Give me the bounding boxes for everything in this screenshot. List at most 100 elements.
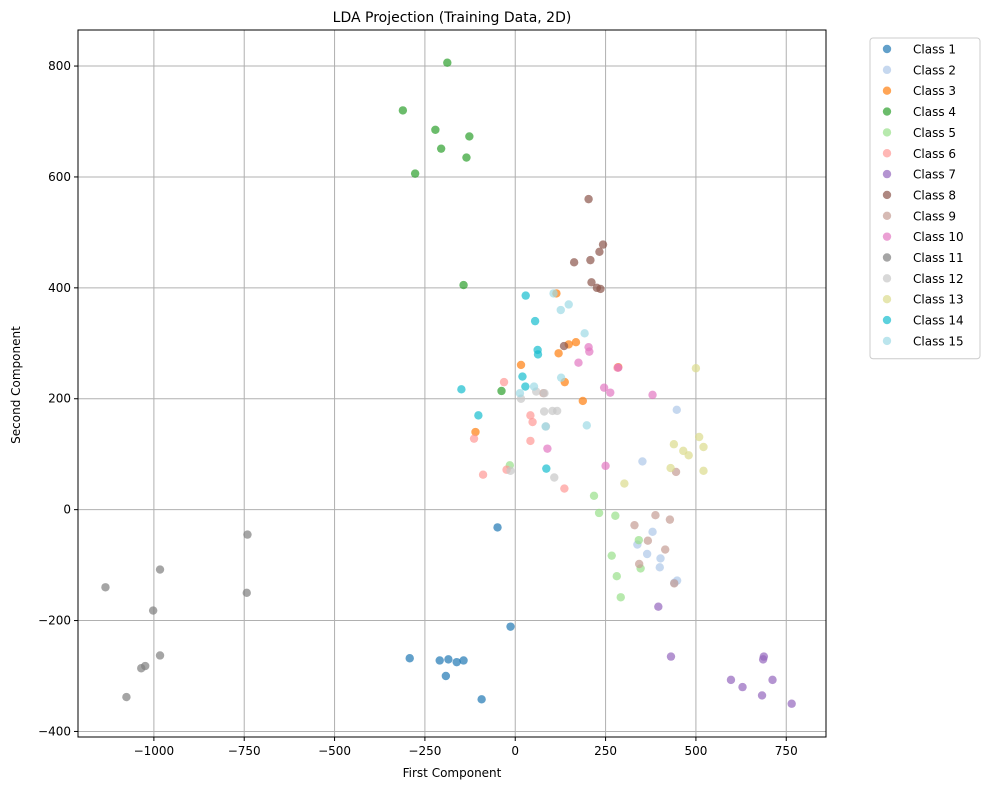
data-point bbox=[638, 457, 647, 466]
data-point bbox=[648, 390, 657, 400]
data-point bbox=[672, 405, 681, 415]
data-point bbox=[601, 461, 610, 471]
data-point bbox=[550, 473, 559, 482]
data-point bbox=[768, 675, 777, 685]
legend-marker bbox=[882, 336, 892, 346]
x-axis-ticks: −1000 −750 −500 −250 0 250 500 750 bbox=[134, 737, 798, 758]
data-point bbox=[540, 389, 549, 398]
y-tick-label: 800 bbox=[48, 59, 71, 73]
chart-legend: Class 1 Class 2 Class 3 Class 4 Class 5 Class… bbox=[869, 37, 981, 360]
data-point bbox=[155, 651, 165, 660]
legend-marker bbox=[882, 65, 892, 75]
data-point bbox=[564, 300, 573, 309]
legend-item: Class 6 bbox=[882, 147, 956, 161]
data-point bbox=[587, 278, 596, 287]
data-point bbox=[471, 427, 480, 437]
data-point bbox=[571, 337, 581, 347]
legend-marker bbox=[882, 169, 892, 179]
data-point bbox=[670, 579, 679, 588]
x-axis-label: First Component bbox=[403, 766, 502, 780]
data-point bbox=[516, 360, 526, 370]
series-8 bbox=[559, 194, 608, 351]
legend-marker bbox=[882, 190, 892, 200]
legend-label: Class 13 bbox=[913, 293, 964, 307]
data-point bbox=[642, 549, 652, 559]
data-point bbox=[543, 444, 552, 453]
series-7 bbox=[654, 602, 796, 708]
data-point bbox=[614, 363, 623, 372]
data-point bbox=[699, 466, 708, 476]
grid-lines bbox=[78, 30, 826, 737]
data-point bbox=[634, 535, 644, 545]
legend-marker bbox=[882, 295, 892, 304]
legend-item: Class 4 bbox=[882, 105, 956, 119]
data-point bbox=[620, 479, 629, 488]
legend-box bbox=[869, 37, 981, 360]
legend-label: Class 4 bbox=[913, 105, 956, 119]
data-point bbox=[599, 383, 609, 392]
legend-item: Class 15 bbox=[882, 334, 964, 348]
data-point bbox=[612, 571, 621, 581]
y-tick-label: 200 bbox=[48, 392, 71, 406]
data-point bbox=[738, 682, 747, 692]
legend-marker bbox=[882, 253, 892, 262]
data-point bbox=[435, 656, 444, 665]
data-point bbox=[596, 284, 605, 294]
data-point bbox=[493, 523, 502, 532]
legend-marker bbox=[882, 107, 892, 116]
data-point bbox=[242, 588, 251, 598]
data-point bbox=[655, 563, 664, 572]
data-point bbox=[148, 606, 158, 615]
data-point bbox=[582, 421, 591, 430]
data-point bbox=[462, 153, 471, 162]
legend-label: Class 2 bbox=[913, 63, 956, 77]
data-point bbox=[580, 329, 589, 338]
data-point bbox=[122, 692, 131, 702]
series-1 bbox=[405, 523, 515, 704]
y-tick-label: 600 bbox=[48, 170, 71, 184]
legend-marker bbox=[882, 315, 892, 325]
data-point bbox=[585, 347, 594, 356]
legend-label: Class 14 bbox=[913, 314, 964, 328]
data-point bbox=[474, 411, 483, 420]
data-point bbox=[560, 484, 569, 493]
legend-item: Class 9 bbox=[882, 209, 956, 223]
x-tick-label: 250 bbox=[594, 744, 617, 758]
data-point bbox=[398, 106, 408, 115]
series-11 bbox=[101, 530, 252, 702]
data-point bbox=[684, 451, 693, 460]
data-point bbox=[405, 654, 414, 663]
legend-marker bbox=[882, 128, 892, 137]
data-point bbox=[431, 125, 440, 135]
legend-item: Class 2 bbox=[882, 63, 956, 77]
data-point bbox=[595, 247, 604, 257]
data-point bbox=[478, 470, 488, 479]
data-point bbox=[607, 551, 616, 560]
y-tick-label: 400 bbox=[48, 281, 71, 295]
legend-label: Class 3 bbox=[913, 84, 956, 98]
data-point bbox=[586, 255, 595, 265]
axes-frame bbox=[77, 29, 827, 738]
data-point bbox=[542, 464, 551, 473]
data-point bbox=[155, 565, 165, 574]
x-tick-label: −1000 bbox=[134, 744, 175, 758]
series-14 bbox=[457, 291, 551, 473]
series-15 bbox=[515, 289, 591, 431]
legend-label: Class 9 bbox=[913, 209, 956, 223]
data-point bbox=[444, 655, 453, 664]
data-point bbox=[552, 406, 562, 416]
data-point bbox=[594, 508, 604, 518]
legend-item: Class 12 bbox=[882, 272, 964, 286]
data-point bbox=[529, 382, 539, 391]
data-point bbox=[528, 417, 537, 427]
data-point bbox=[436, 144, 446, 153]
data-point bbox=[726, 675, 736, 685]
legend-label: Class 15 bbox=[913, 334, 964, 348]
data-point bbox=[589, 491, 599, 500]
legend-item: Class 5 bbox=[882, 126, 956, 140]
data-point bbox=[469, 434, 479, 443]
legend-marker bbox=[882, 149, 892, 158]
y-tick-label: 0 bbox=[63, 503, 71, 517]
data-point bbox=[521, 291, 530, 300]
data-point bbox=[666, 652, 676, 661]
